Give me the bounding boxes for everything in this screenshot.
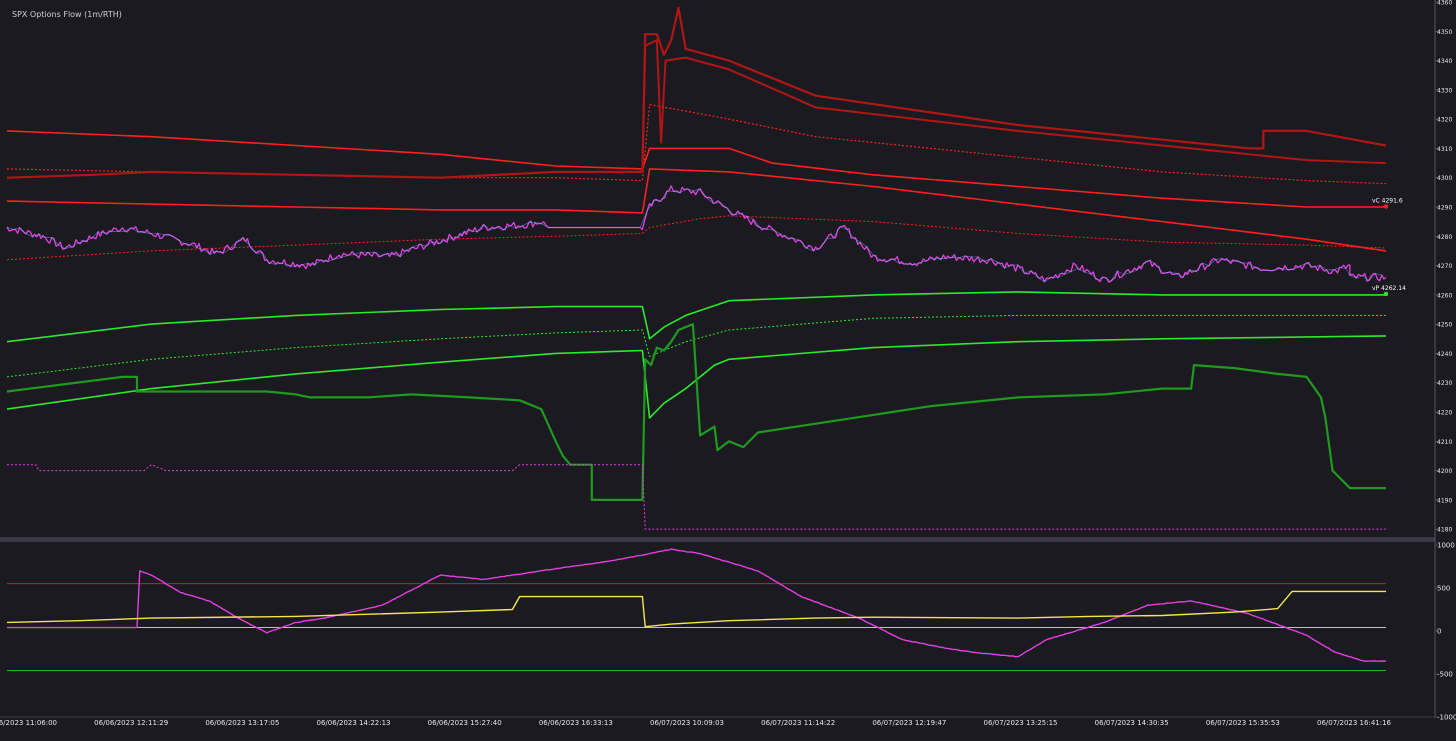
y-tick-label: 4230 [1437,380,1452,387]
y-tick-label: 4310 [1437,146,1452,153]
series-line [7,464,1386,530]
series-line [641,39,1387,172]
y-tick-label: 4300 [1437,175,1452,182]
panel-separator [0,537,1435,542]
series-line [6,291,1386,343]
series-line [7,548,1387,662]
x-tick-label: 06/07/2023 12:19:47 [872,719,946,727]
chart-title: SPX Options Flow (1m/RTH) [12,10,122,19]
y-tick-label: 4220 [1437,410,1452,417]
flow-panel: 1000 500 0 -500 -1000 [6,542,1456,722]
series-line [6,335,1387,419]
vp-marker [1383,291,1389,297]
y-tick-label: -500 [1437,671,1453,679]
y-tick-label: 4280 [1437,234,1452,241]
y-tick-label: 4290 [1437,205,1452,212]
y-tick-label: 4260 [1437,292,1452,299]
series-line [6,6,1387,179]
series-line [6,215,1387,261]
x-tick-label: 06/06/2023 15:27:40 [428,719,502,727]
y-tick-label: 4350 [1437,29,1452,36]
y-tick-label: 4320 [1437,117,1452,124]
x-tick-label: 06/07/2023 10:09:03 [650,719,724,727]
y-tick-label: 0 [1437,628,1441,636]
x-axis: 06/06/2023 11:06:00 06/06/2023 12:11:29 06… [0,719,1392,727]
series-line [6,168,1387,252]
x-tick-label: 06/06/2023 11:06:00 [0,719,57,727]
y-tick-label: -1000 [1437,714,1456,722]
vp-label: vP 4262.14 [1372,285,1406,292]
y-tick-label: 4200 [1437,468,1452,475]
y-tick-label: 4190 [1437,497,1452,504]
vc-marker [1383,204,1389,209]
series-line [6,590,1386,628]
y-tick-label: 4330 [1437,87,1452,94]
series-line [6,130,1386,208]
series-line [6,314,1386,378]
price-accent-line [6,188,1382,283]
x-tick-label: 06/07/2023 11:14:22 [761,719,835,727]
x-tick-label: 06/06/2023 13:17:05 [205,719,279,727]
price-panel: 4360 4350 4340 4330 4320 4310 4300 4290 4280 4270… [6,0,1452,534]
x-tick-label: 06/07/2023 16:41:16 [1317,719,1392,727]
x-tick-label: 06/07/2023 15:35:53 [1206,719,1280,727]
y-tick-label: 4180 [1437,527,1452,534]
vc-label: vC 4291.6 [1372,197,1403,204]
y-tick-label: 4270 [1437,263,1452,270]
x-tick-label: 06/06/2023 16:33:13 [539,719,613,727]
x-tick-label: 06/06/2023 12:11:29 [94,719,168,727]
x-tick-label: 06/07/2023 13:25:15 [983,719,1057,727]
y-tick-label: 4210 [1437,439,1452,446]
y-tick-label: 4240 [1437,351,1452,358]
x-tick-label: 06/06/2023 14:22:13 [316,719,390,727]
x-tick-label: 06/07/2023 14:30:35 [1095,719,1169,727]
y-tick-label: 4250 [1437,322,1452,329]
series-line [6,323,1386,501]
y-tick-label: 4360 [1437,0,1452,7]
y-tick-label: 500 [1437,585,1450,593]
y-tick-label: 4340 [1437,58,1452,65]
y-tick-label: 1000 [1437,542,1455,550]
